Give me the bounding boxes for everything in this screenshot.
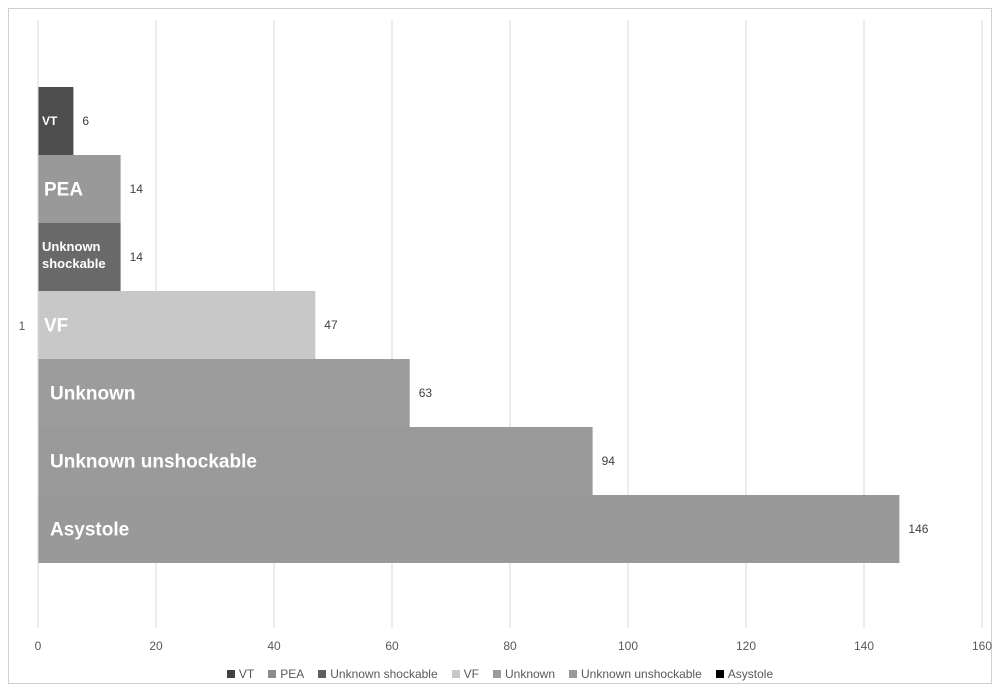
chart-legend: VT PEA Unknown shockable VF Unknown Unknown u… bbox=[0, 664, 1000, 684]
legend-swatch bbox=[569, 670, 578, 678]
x-tick-label: 40 bbox=[267, 639, 281, 653]
legend-label: Unknown unshockable bbox=[581, 667, 702, 681]
legend-item: VF bbox=[451, 667, 479, 681]
legend-label: VF bbox=[463, 667, 479, 681]
legend-item: Unknown bbox=[492, 667, 556, 681]
x-tick-label: 20 bbox=[149, 639, 163, 653]
legend-swatch bbox=[715, 670, 724, 678]
bar bbox=[38, 223, 121, 291]
x-tick-label: 140 bbox=[854, 639, 874, 653]
bar-inside-label: Unknown shockable bbox=[42, 239, 106, 271]
legend-label: Unknown shockable bbox=[330, 667, 438, 681]
x-tick-label: 120 bbox=[736, 639, 756, 653]
legend-item: PEA bbox=[268, 667, 304, 681]
bar bbox=[38, 87, 74, 155]
data-label: 63 bbox=[419, 386, 433, 400]
bar bbox=[38, 495, 900, 563]
bar bbox=[38, 291, 316, 359]
bar-inside-label: Asystole bbox=[50, 520, 129, 541]
bar-inside-label: VT bbox=[42, 114, 58, 128]
category-label: 1 bbox=[19, 319, 26, 333]
x-tick-label: 80 bbox=[503, 639, 517, 653]
legend-swatch bbox=[492, 670, 501, 678]
x-tick-label: 0 bbox=[35, 639, 42, 653]
data-label: 14 bbox=[130, 250, 144, 264]
data-label: 146 bbox=[908, 522, 928, 536]
bar-inside-label: PEA bbox=[44, 180, 83, 201]
legend-item: Unknown shockable bbox=[318, 667, 438, 681]
legend-swatch bbox=[451, 670, 460, 678]
data-label: 6 bbox=[82, 114, 89, 128]
legend-item: VT bbox=[226, 667, 255, 681]
legend-label: VT bbox=[238, 667, 255, 681]
legend-swatch bbox=[268, 670, 277, 678]
bar-inside-label: Unknown unshockable bbox=[50, 452, 257, 473]
data-label: 94 bbox=[602, 454, 616, 468]
legend-label: Unknown bbox=[504, 667, 556, 681]
x-tick-label: 160 bbox=[972, 639, 992, 653]
bar bbox=[38, 155, 121, 223]
legend-label: PEA bbox=[280, 667, 305, 681]
legend-item: Asystole bbox=[715, 667, 774, 681]
legend-swatch bbox=[226, 670, 235, 678]
data-label: 47 bbox=[324, 318, 338, 332]
legend-item: Unknown unshockable bbox=[569, 667, 702, 681]
bar bbox=[38, 359, 410, 427]
legend-label: Asystole bbox=[727, 667, 774, 681]
legend-swatch bbox=[318, 670, 327, 678]
bar-inside-label: VF bbox=[44, 316, 68, 337]
x-tick-label: 100 bbox=[618, 639, 638, 653]
x-tick-label: 60 bbox=[385, 639, 399, 653]
bar bbox=[38, 427, 593, 495]
bar-inside-label: Unknown bbox=[50, 384, 136, 405]
data-label: 14 bbox=[130, 182, 144, 196]
